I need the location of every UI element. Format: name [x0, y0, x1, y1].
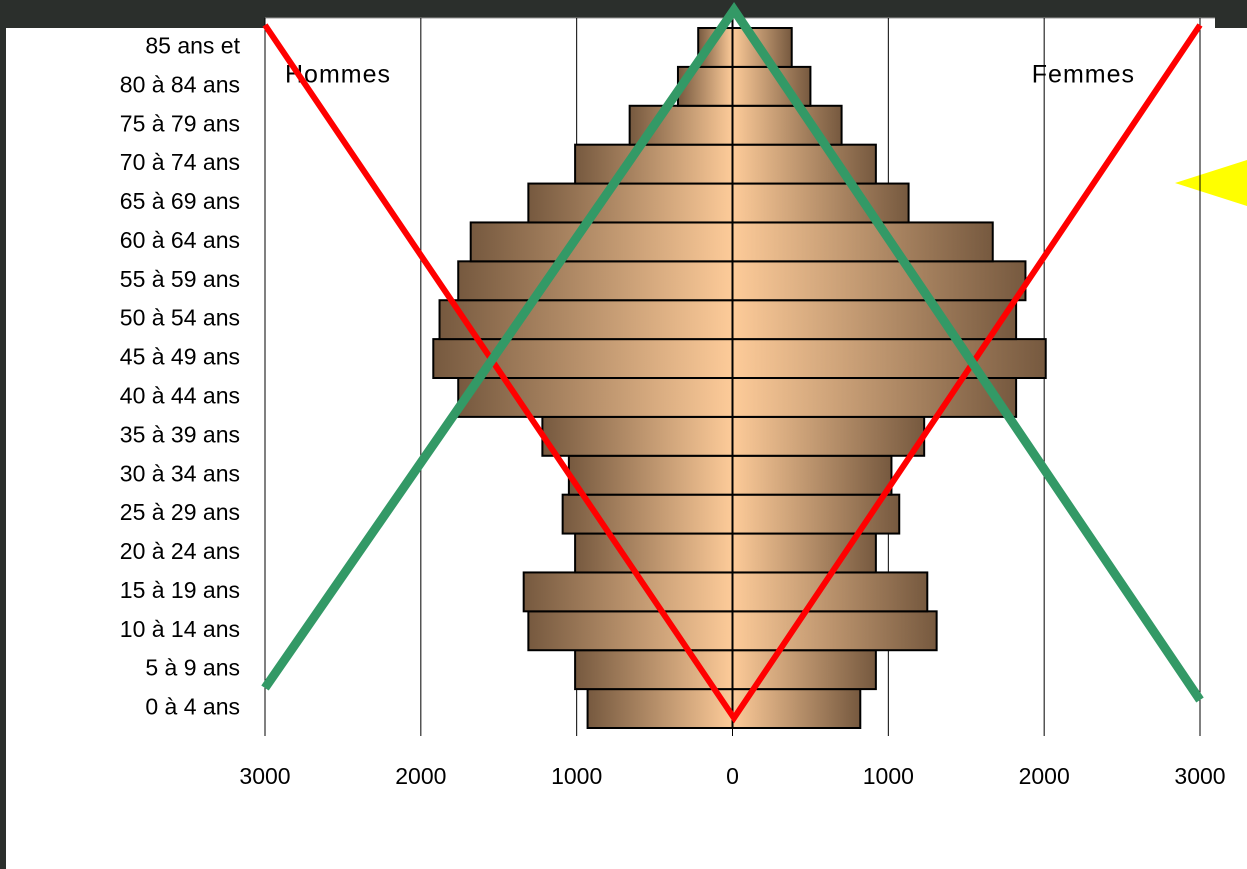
green-overlay-line — [261, 2, 1204, 703]
y-tick-label: 50 à 54 ans — [120, 305, 240, 331]
bar — [731, 182, 910, 224]
bar — [457, 260, 734, 302]
bar — [731, 454, 893, 496]
bar — [731, 338, 1047, 380]
y-tick-label: 75 à 79 ans — [120, 110, 240, 136]
y-tick-label: 15 à 19 ans — [120, 577, 240, 603]
x-tick-label: 1000 — [863, 763, 914, 789]
bar — [527, 610, 734, 652]
bar — [731, 377, 1018, 418]
x-tick-label: 2000 — [395, 763, 446, 789]
series-label: Femmes — [1032, 61, 1135, 89]
red-overlay-line — [262, 23, 1203, 724]
bar — [574, 143, 734, 185]
bar — [586, 688, 734, 729]
y-tick-label: 0 à 4 ans — [145, 694, 240, 720]
bar — [438, 299, 734, 341]
bar — [567, 454, 734, 496]
y-tick-label: 55 à 59 ans — [120, 266, 240, 292]
bar — [731, 415, 926, 457]
x-tick-label: 3000 — [239, 763, 290, 789]
bar — [731, 143, 877, 185]
y-tick-label: 45 à 49 ans — [120, 344, 240, 370]
y-tick-label: 35 à 39 ans — [120, 421, 240, 447]
x-tick-label: 1000 — [551, 763, 602, 789]
x-tick-label: 2000 — [1019, 763, 1070, 789]
y-tick-label: 65 à 69 ans — [120, 188, 240, 214]
y-tick-label: 60 à 64 ans — [120, 227, 240, 253]
y-tick-label: 10 à 14 ans — [120, 616, 240, 642]
x-tick-label: 3000 — [1174, 763, 1225, 789]
bar — [574, 532, 734, 574]
bar — [731, 260, 1027, 302]
bar — [457, 377, 734, 418]
bar — [522, 571, 734, 613]
x-tick-label: 0 — [726, 763, 739, 789]
bar — [469, 221, 734, 263]
bar — [527, 182, 734, 224]
y-tick-label: 85 ans et — [145, 33, 240, 59]
y-tick-label: 20 à 24 ans — [120, 538, 240, 564]
bar — [731, 610, 938, 652]
y-tick-label: 25 à 29 ans — [120, 499, 240, 525]
y-tick-label: 80 à 84 ans — [120, 71, 240, 97]
pointer-arrow — [1175, 160, 1247, 206]
bar — [731, 299, 1018, 341]
bar — [541, 415, 734, 457]
y-tick-label: 70 à 74 ans — [120, 149, 240, 175]
bar — [731, 221, 994, 263]
y-tick-label: 30 à 34 ans — [120, 460, 240, 486]
bar — [574, 649, 734, 691]
y-tick-label: 40 à 44 ans — [120, 383, 240, 409]
y-tick-label: 5 à 9 ans — [145, 655, 240, 681]
